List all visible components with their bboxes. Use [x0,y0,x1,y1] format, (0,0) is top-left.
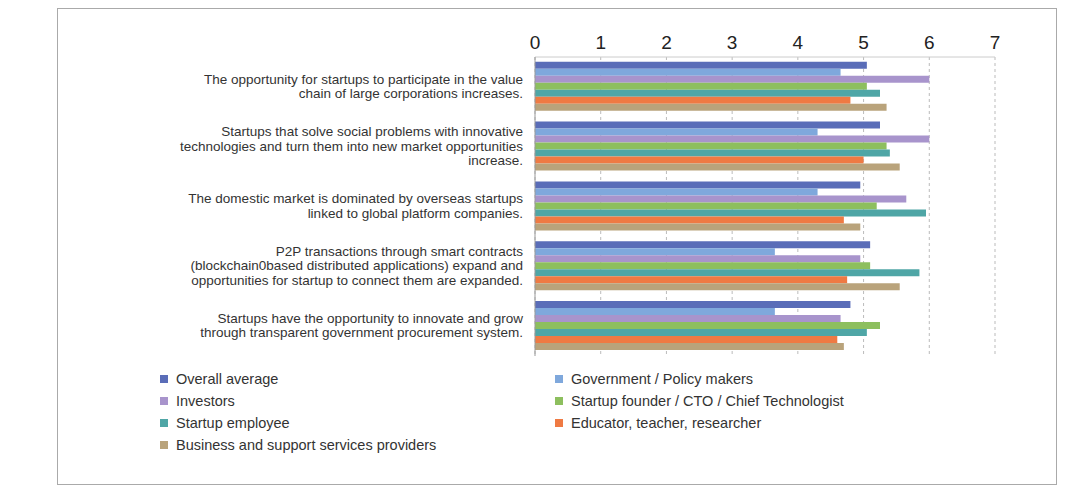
svg-text:7: 7 [990,32,1001,53]
svg-text:Startups that solve social pro: Startups that solve social problems with… [180,124,523,168]
svg-text:The opportunity for startups t: The opportunity for startups to particip… [204,71,523,101]
html-text:Business and support services: Business and support services providers [176,436,437,453]
svg-text:6: 6 [924,32,935,53]
html-text:Government / Policy makers: Government / Policy makers [571,370,754,387]
svg-text:Startups have the opportunity: Startups have the opportunity to innovat… [200,310,523,340]
svg-text:3: 3 [727,32,738,53]
svg-text:5: 5 [858,32,869,53]
svg-text:The domestic market is dominat: The domestic market is dominated by over… [188,191,523,221]
svg-text:0: 0 [530,32,541,53]
svg-text:1: 1 [595,32,606,53]
html-text:Startup employee: Startup employee [176,414,290,431]
html-text:Startup founder / CTO / Chief: Startup founder / CTO / Chief Technologi… [571,392,844,409]
svg-text:4: 4 [793,32,804,53]
svg-text:P2P transactions through smart: P2P transactions through smart contracts… [191,243,524,287]
html-text:Overall average: Overall average [176,370,279,387]
svg-text:2: 2 [661,32,672,53]
html-text:Investors: Investors [176,392,235,409]
html-text:Educator, teacher, researcher: Educator, teacher, researcher [571,414,762,431]
